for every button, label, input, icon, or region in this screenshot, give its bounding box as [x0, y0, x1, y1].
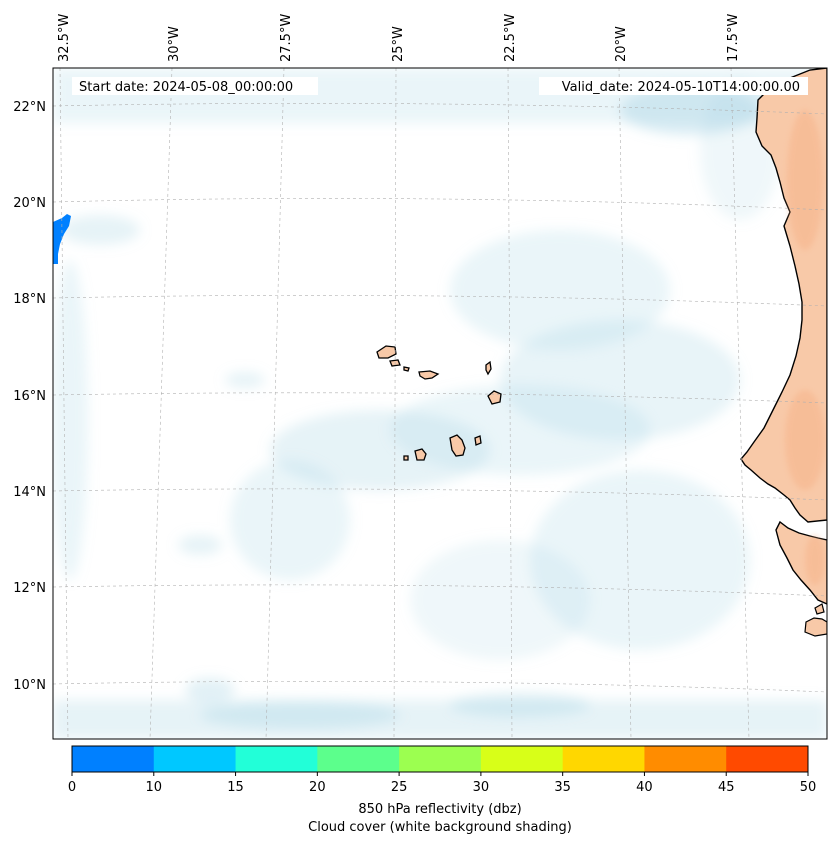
latitude-labels: 22°N 20°N 18°N 16°N 14°N 12°N 10°N — [13, 100, 46, 693]
colorbar-tick-label: 15 — [227, 780, 244, 795]
lat-label: 16°N — [13, 389, 46, 404]
map-frame — [52, 67, 828, 740]
lat-label: 10°N — [13, 678, 46, 693]
reflectivity-patch — [53, 214, 71, 264]
colorbar-segment — [480, 746, 564, 772]
colorbar-segment — [235, 746, 318, 772]
colorbar-segment — [726, 746, 809, 772]
land-guinea-islands — [804, 603, 827, 637]
start-date-box — [72, 77, 318, 95]
colorbar-segment — [644, 746, 727, 772]
island-maio — [474, 435, 482, 446]
land-shading — [785, 110, 825, 585]
colorbar-segment — [562, 746, 645, 772]
colorbar-label-cloud-cover: Cloud cover (white background shading) — [308, 820, 572, 835]
start-date-label: Start date: 2024-05-08_00:00:00 — [79, 80, 293, 95]
island-brava — [403, 455, 409, 461]
colorbar-tick-label: 0 — [68, 780, 76, 795]
lon-label: 27.5°W — [279, 14, 294, 62]
lon-label: 20°W — [614, 26, 629, 62]
colorbar: 0 10 15 20 25 30 35 40 45 50 — [68, 745, 817, 795]
colorbar-segment — [153, 746, 237, 772]
colorbar-tick-label: 20 — [309, 780, 326, 795]
colorbar-label-reflectivity: 850 hPa reflectivity (dbz) — [358, 802, 521, 817]
colorbar-tick-label: 40 — [636, 780, 653, 795]
gridlines — [53, 68, 827, 739]
lat-label: 14°N — [13, 485, 46, 500]
colorbar-tick-label: 30 — [473, 780, 490, 795]
lat-label: 20°N — [13, 196, 46, 211]
colorbar-tick-label: 10 — [146, 780, 163, 795]
lat-label: 12°N — [13, 581, 46, 596]
lon-label: 32.5°W — [57, 14, 72, 62]
valid-date-box — [539, 77, 808, 95]
colorbar-segment — [399, 746, 482, 772]
longitude-labels: 32.5°W 30°W 27.5°W 25°W 22.5°W 20°W 17.5… — [57, 14, 741, 62]
colorbar-segment — [72, 746, 155, 772]
island-sao-nicolau — [418, 370, 440, 380]
colorbar-tick-label: 35 — [554, 780, 571, 795]
island-fogo — [414, 448, 427, 461]
colorbar-frame — [71, 745, 809, 773]
lon-label: 30°W — [167, 26, 182, 62]
island-sal — [485, 360, 492, 376]
island-santa-luzia — [403, 366, 410, 372]
lon-label: 22.5°W — [503, 14, 518, 62]
colorbar-segment — [317, 746, 400, 772]
lat-label: 18°N — [13, 292, 46, 307]
colorbar-tick-label: 45 — [718, 780, 735, 795]
valid-date-label: Valid_date: 2024-05-10T14:00:00.00 — [562, 80, 800, 95]
lon-label: 17.5°W — [726, 14, 741, 62]
island-santo-antao — [376, 345, 397, 359]
island-santiago — [449, 434, 466, 457]
colorbar-tick-label: 50 — [800, 780, 817, 795]
colorbar-tick-label: 25 — [391, 780, 408, 795]
lon-label: 25°W — [391, 26, 406, 62]
lat-label: 22°N — [13, 100, 46, 115]
